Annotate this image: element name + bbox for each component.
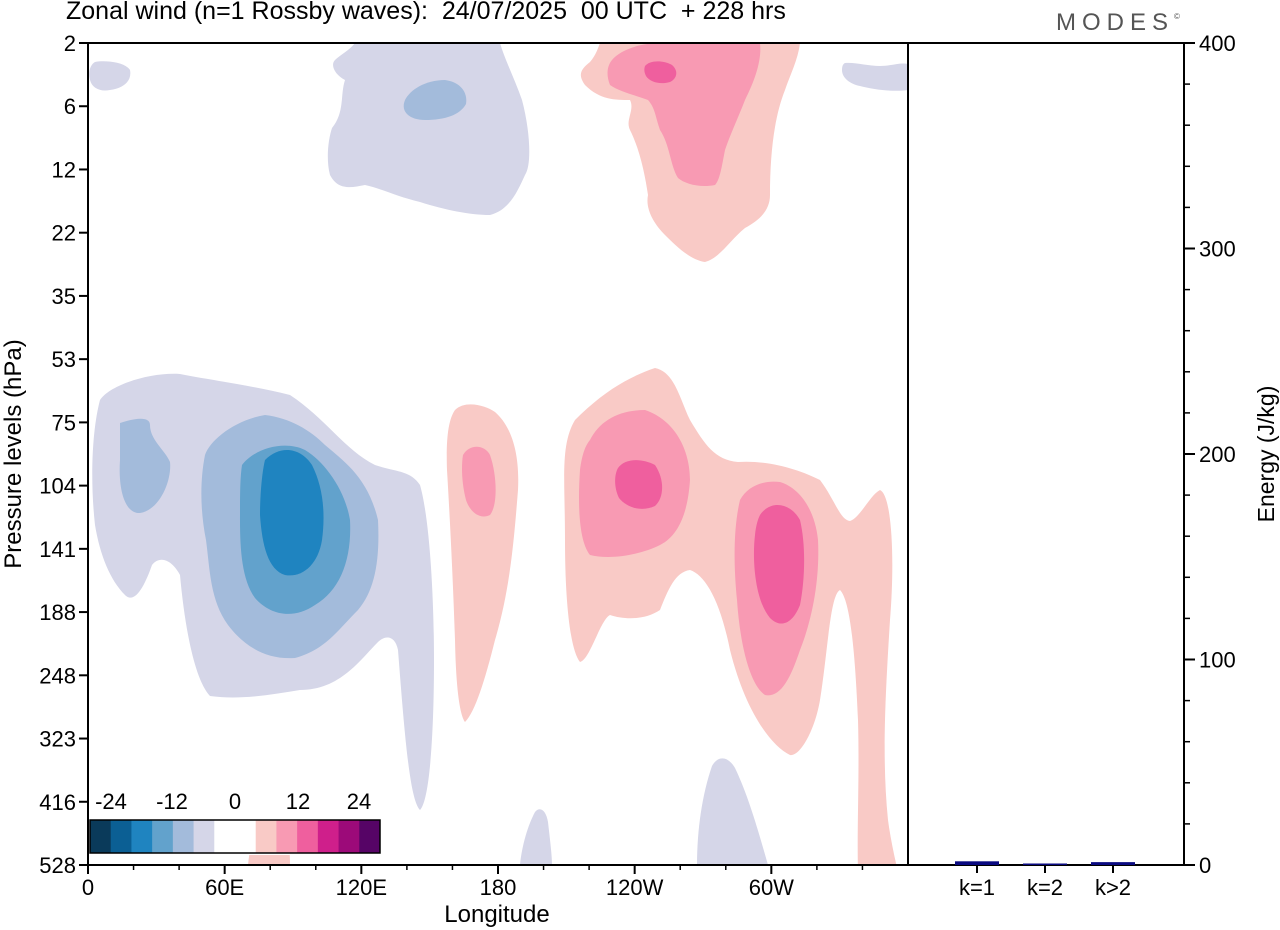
contour-neg-4 xyxy=(842,62,908,91)
colorbar-swatch xyxy=(131,820,153,853)
colorbar-swatch xyxy=(317,820,340,853)
y-axis-label: Pressure levels (hPa) xyxy=(0,339,27,568)
bar-category-label: k=1 xyxy=(959,875,995,900)
colorbar-label: 12 xyxy=(286,789,310,814)
energy-tick-label: 200 xyxy=(1199,442,1236,467)
brand-logo: MODES© xyxy=(1056,9,1180,37)
bar-category-label: k=2 xyxy=(1027,875,1063,900)
colorbar-label: 24 xyxy=(347,789,371,814)
brand-name: MODES xyxy=(1056,9,1175,36)
colorbar-swatch xyxy=(193,820,215,853)
contour-pos-12 xyxy=(753,504,805,624)
contour-neg-4 xyxy=(327,43,530,215)
x-tick-label: 60E xyxy=(205,875,244,900)
colorbar-swatch xyxy=(255,820,277,853)
y-tick-label: 2 xyxy=(64,31,76,56)
bar-category-label: k>2 xyxy=(1095,875,1131,900)
energy-tick-label: 100 xyxy=(1199,648,1236,673)
y-tick-label: 416 xyxy=(39,790,76,815)
y-tick-label: 188 xyxy=(39,600,76,625)
contour-neg-4 xyxy=(89,61,131,91)
colorbar-swatch xyxy=(172,820,195,853)
contour-field xyxy=(89,43,908,865)
x-tick-label: 120E xyxy=(336,875,387,900)
colorbar-label: 0 xyxy=(229,789,241,814)
colorbar-label: -12 xyxy=(156,789,188,814)
colorbar-labels: -24 -12 0 12 24 xyxy=(95,789,371,814)
y-tick-label: 528 xyxy=(39,853,76,878)
contour-neg-4 xyxy=(697,758,768,865)
chart-title: Zonal wind (n=1 Rossby waves): 24/07/202… xyxy=(66,0,786,25)
contour-pos-8 xyxy=(607,43,761,187)
colorbar-swatch xyxy=(359,820,381,853)
energy-axis: 0 100 200 300 400 xyxy=(1184,31,1236,878)
x-axis-label: Longitude xyxy=(444,901,549,928)
contour-pos-12 xyxy=(615,460,663,509)
colorbar-swatch xyxy=(338,820,360,853)
contour-neg-4 xyxy=(520,809,552,865)
x-tick-label: 0 xyxy=(82,875,94,900)
energy-bar xyxy=(1091,862,1135,865)
energy-tick-label: 0 xyxy=(1199,853,1211,878)
y-tick-label: 104 xyxy=(39,474,76,499)
y-tick-label: 35 xyxy=(52,284,76,309)
colorbar-swatch xyxy=(235,820,257,853)
colorbar-swatch xyxy=(152,820,174,853)
y-tick-label: 12 xyxy=(52,157,76,182)
contour-pos-12 xyxy=(644,61,677,84)
colorbar-swatch xyxy=(90,820,112,853)
energy-tick-label: 300 xyxy=(1199,237,1236,262)
x-axis: 0 60E 120E 180 120W 60W xyxy=(82,865,864,900)
y-tick-label: 248 xyxy=(39,663,76,688)
colorbar-swatch xyxy=(214,820,236,853)
y-tick-label: 141 xyxy=(39,537,76,562)
colorbar-swatch xyxy=(110,820,132,853)
energy-axis-label: Energy (J/kg) xyxy=(1253,386,1279,523)
bar-category-labels: k=1 k=2 k>2 xyxy=(959,865,1131,900)
energy-tick-label: 400 xyxy=(1199,31,1236,56)
contour-neg-8 xyxy=(119,418,171,514)
brand-mark: © xyxy=(1174,12,1180,21)
colorbar-label: -24 xyxy=(95,789,127,814)
contour-neg-16 xyxy=(260,449,324,576)
energy-bar xyxy=(955,861,999,865)
bar-frame xyxy=(907,42,1185,866)
y-tick-label: 75 xyxy=(52,410,76,435)
y-tick-label: 53 xyxy=(52,347,76,372)
y-axis: 2 6 12 22 35 53 75 104 141 188 248 323 416 528 xyxy=(39,31,88,878)
y-tick-label: 6 xyxy=(64,94,76,119)
contour-neg-8 xyxy=(403,80,467,120)
x-tick-label: 180 xyxy=(480,875,517,900)
x-tick-label: 60W xyxy=(749,875,794,900)
colorbar-swatch xyxy=(297,820,319,853)
contour-pos-8 xyxy=(462,446,496,517)
colorbar xyxy=(89,787,381,855)
colorbar-frame xyxy=(89,819,381,854)
y-tick-label: 323 xyxy=(39,727,76,752)
y-tick-label: 22 xyxy=(52,221,76,246)
energy-bar xyxy=(1023,863,1067,865)
colorbar-swatch xyxy=(276,820,298,853)
energy-bars xyxy=(955,861,1135,865)
x-tick-label: 120W xyxy=(606,875,664,900)
